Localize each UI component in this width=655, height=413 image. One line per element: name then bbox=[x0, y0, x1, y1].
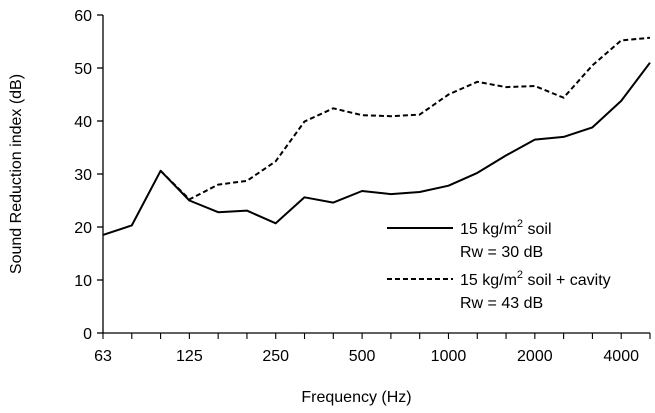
series-line-2 bbox=[159, 36, 651, 201]
y-tick-label: 10 bbox=[74, 273, 92, 290]
x-axis: 63 125 250 500 1000 2000 4000 bbox=[94, 332, 651, 365]
x-tick-label: 2000 bbox=[517, 348, 553, 365]
y-tick-label: 60 bbox=[74, 8, 92, 25]
legend-label-1: 15 kg/m2 soil bbox=[460, 218, 552, 238]
x-tick-label: 125 bbox=[176, 348, 203, 365]
y-tick-label: 0 bbox=[83, 326, 92, 343]
legend-rating-1: Rw = 30 dB bbox=[460, 244, 543, 261]
x-tick-label: 1000 bbox=[431, 348, 467, 365]
legend: 15 kg/m2 soil Rw = 30 dB 15 kg/m2 soil + c… bbox=[387, 218, 611, 312]
y-axis-title: Sound Reduction index (dB) bbox=[8, 74, 25, 274]
y-tick-label: 50 bbox=[74, 61, 92, 78]
series-line-1 bbox=[102, 62, 651, 236]
y-axis: 0 10 20 30 40 50 60 bbox=[74, 8, 104, 343]
y-tick-label: 20 bbox=[74, 220, 92, 237]
y-tick-label: 30 bbox=[74, 167, 92, 184]
x-tick-label: 63 bbox=[94, 348, 112, 365]
x-tick-label: 4000 bbox=[603, 348, 639, 365]
x-axis-title: Frequency (Hz) bbox=[301, 389, 411, 406]
x-tick-label: 250 bbox=[262, 348, 289, 365]
x-tick-label: 500 bbox=[349, 348, 376, 365]
legend-label-2: 15 kg/m2 soil + cavity bbox=[460, 269, 611, 289]
legend-rating-2: Rw = 43 dB bbox=[460, 295, 543, 312]
series-lines bbox=[102, 36, 651, 236]
y-tick-label: 40 bbox=[74, 114, 92, 131]
